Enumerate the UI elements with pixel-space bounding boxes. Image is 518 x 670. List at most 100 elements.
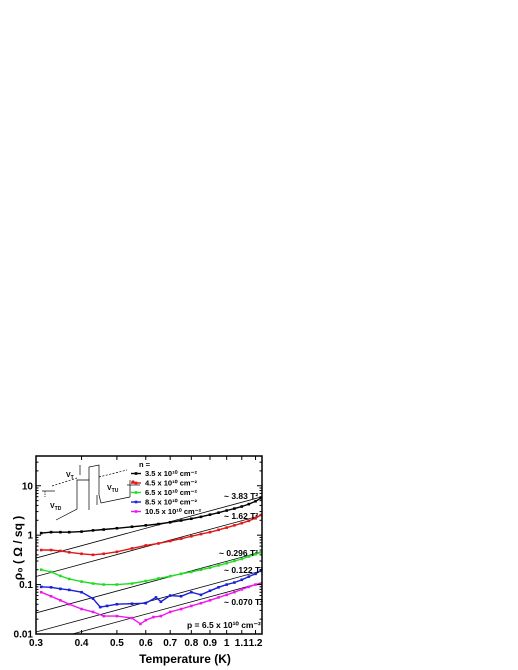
series-3-point <box>190 570 193 574</box>
series-4-point <box>168 594 172 597</box>
series-3-point <box>179 572 183 576</box>
series-4-point <box>91 597 95 600</box>
series-4-point <box>254 572 257 576</box>
series-1-point <box>225 509 228 512</box>
fit-line-1 <box>36 496 262 559</box>
series-4-point <box>80 590 83 594</box>
series-3-point <box>217 564 220 567</box>
series-1-point <box>240 505 244 508</box>
series-5-point <box>59 599 62 602</box>
series-1-point <box>157 522 160 526</box>
series-2-point <box>144 544 148 547</box>
x-tick-label: 0.8 <box>184 638 198 649</box>
legend-label: 6.5 x 10¹⁰ cm⁻² <box>145 488 197 497</box>
fit-label-3: ~ 0.296 T² <box>219 548 258 558</box>
series-5-point <box>49 594 53 598</box>
series-1-point <box>39 531 43 535</box>
series-4-point <box>67 588 71 592</box>
series-2-point <box>179 537 183 540</box>
series-3-point <box>130 582 134 585</box>
series-1-point <box>102 528 105 531</box>
series-1-point <box>233 507 236 510</box>
series-3-point <box>59 574 62 578</box>
series-3-point <box>259 551 262 554</box>
fit-line-5 <box>71 582 262 634</box>
series-3-point <box>115 583 119 586</box>
series-2-point <box>225 526 228 529</box>
series-3-point <box>39 568 43 572</box>
plot-frame <box>35 455 263 635</box>
series-2-point <box>247 519 251 523</box>
fit-label-4: ~ 0.122 T² <box>224 565 263 575</box>
y-tick-label: 0.01 <box>14 630 34 641</box>
series-2-point <box>49 548 53 552</box>
legend-marker <box>134 491 138 494</box>
series-4-point <box>179 594 183 598</box>
series-4-point <box>217 586 220 589</box>
series-3-point <box>199 568 203 572</box>
series-3-point <box>157 577 160 580</box>
x-tick-label: 0.3 <box>29 638 43 649</box>
series-5-point <box>240 588 244 591</box>
series-2-point <box>91 553 95 557</box>
series-3-point <box>102 583 105 586</box>
series-2-point <box>130 547 134 550</box>
legend: n = 3.5 x 10¹⁰ cm⁻²4.5 x 10¹⁰ cm⁻²6.5 x … <box>131 460 202 516</box>
series-3-point <box>240 557 244 561</box>
legend-marker <box>134 472 138 475</box>
series-4-point <box>190 590 193 594</box>
series-5-point <box>80 607 83 611</box>
fit-lines <box>36 496 262 634</box>
series-2-point <box>59 549 62 553</box>
series-3-point <box>49 570 53 574</box>
x-tick-label: 0.7 <box>163 638 177 649</box>
series-5-point <box>67 602 71 606</box>
fit-label-5: ~ 0.070 T² <box>224 597 263 607</box>
inset-vt-label: VT <box>66 472 74 481</box>
series-2-point <box>190 534 193 538</box>
series-3-point <box>80 580 83 583</box>
x-tick-label: 0.4 <box>75 638 89 649</box>
series-5-point <box>217 596 220 599</box>
axis-ticks: 0.3 0.4 0.5 0.6 0.7 0.8 0.9 1 1.1 1.2 0.01 0.1 1 10 <box>14 455 263 649</box>
series-3-point <box>168 574 172 578</box>
series-1-point <box>247 502 251 506</box>
series-2-point <box>115 550 119 554</box>
fit-label-1: ~ 3.83 T² <box>224 491 258 501</box>
series-4-point <box>247 575 251 578</box>
series-5-point <box>39 590 43 594</box>
series-5-point <box>159 614 163 618</box>
inset-dot-red <box>131 480 135 484</box>
y-tick-label: 1 <box>27 531 33 542</box>
series-3-point <box>67 577 71 581</box>
series-5-point <box>179 607 183 611</box>
inset-vtu-label: VTU <box>107 485 119 494</box>
series-2-point <box>208 530 212 534</box>
legend-marker <box>134 510 138 513</box>
series-3-point <box>144 579 148 583</box>
inset-fermi-right <box>98 469 128 478</box>
series-4-point <box>159 600 163 604</box>
series-5-point <box>233 590 236 594</box>
series-5-point <box>130 616 134 620</box>
series-4-point <box>130 602 134 606</box>
series-5-point <box>91 610 95 614</box>
series-2-point <box>259 513 262 517</box>
series-3-point <box>254 553 257 556</box>
series-1-point <box>115 526 119 530</box>
series-1-point <box>49 530 53 534</box>
x-tick-label: 0.6 <box>139 638 153 649</box>
series-4-point <box>49 586 53 589</box>
series-4-point <box>225 583 228 586</box>
series-4-point <box>199 593 203 597</box>
series-4-point <box>154 596 158 599</box>
series-3-point <box>233 559 236 563</box>
series-4-point <box>233 581 236 584</box>
series-5-point <box>115 614 119 618</box>
series-1-point <box>217 511 220 514</box>
series-1-point <box>130 525 134 529</box>
series-1-point <box>67 530 71 534</box>
legend-marker <box>134 500 138 504</box>
series-2-point <box>240 521 244 525</box>
series-1-point <box>208 513 212 516</box>
